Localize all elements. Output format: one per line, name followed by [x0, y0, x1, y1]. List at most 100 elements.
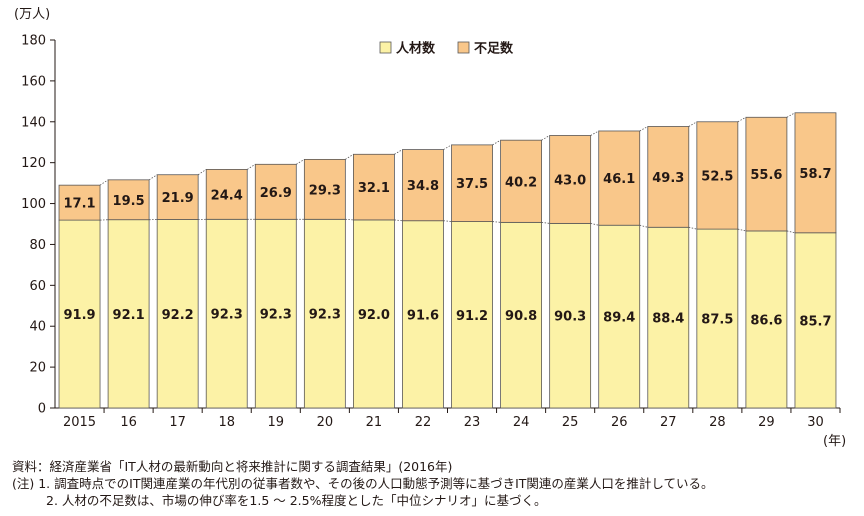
connector-fusoku: [247, 163, 256, 170]
connector-fusoku: [541, 135, 550, 141]
bar-fusoku: [58, 184, 101, 221]
x-tick-label: 30: [807, 415, 824, 430]
bar-fusoku: [549, 135, 592, 224]
connector-fusoku: [639, 126, 648, 132]
bar-label-jinzai: 92.3: [309, 308, 341, 323]
bar-fusoku: [500, 139, 542, 223]
x-tick-label: 20: [317, 415, 334, 430]
bar-fusoku: [254, 163, 297, 220]
connector-fusoku: [394, 149, 403, 155]
bar-label-fusoku: 29.3: [309, 183, 341, 198]
x-tick-label: 29: [758, 415, 775, 430]
bar-label-jinzai: 90.8: [505, 309, 537, 324]
bar-label-fusoku: 37.5: [456, 177, 488, 192]
bar-fusoku: [794, 112, 837, 234]
connector-fusoku: [737, 116, 747, 123]
connector-fusoku: [148, 174, 158, 181]
bar-label-fusoku: 43.0: [554, 173, 586, 188]
legend-label-jinzai: 人材数: [396, 41, 436, 57]
connector-fusoku: [688, 121, 698, 127]
note-1: (注) 1. 調査時点でのIT関連産業の年代別の従事者数や、その後の人口動態予測…: [12, 476, 714, 491]
bar-label-fusoku: 19.5: [113, 194, 145, 209]
bar-label-jinzai: 92.3: [211, 308, 243, 323]
bar-label-fusoku: 52.5: [701, 169, 733, 184]
bar-label-jinzai: 92.3: [260, 308, 292, 323]
bar-fusoku: [451, 144, 493, 222]
x-tick-label: 18: [218, 415, 235, 430]
bar-jinzai: [156, 219, 199, 409]
bar-label-fusoku: 58.7: [799, 167, 831, 182]
bar-fusoku: [303, 158, 346, 220]
bar-label-jinzai: 92.0: [358, 308, 390, 323]
x-tick-label: 19: [268, 415, 285, 430]
y-tick-label: 60: [29, 279, 46, 294]
bar-jinzai: [451, 221, 493, 409]
connector-fusoku: [296, 159, 305, 165]
y-tick-label: 80: [29, 238, 46, 253]
x-tick-label: 27: [660, 415, 677, 430]
x-unit-label: (年): [823, 434, 846, 449]
connector-jinzai: [639, 224, 648, 228]
connector-jinzai: [541, 221, 550, 224]
source-note: 資料：経済産業省「IT人材の最新動向と将来推計に関する調査結果」(2016年): [12, 459, 453, 474]
notes: 資料：経済産業省「IT人材の最新動向と将来推計に関する調査結果」(2016年) …: [12, 458, 714, 509]
bar-fusoku: [745, 116, 788, 232]
connector-fusoku: [492, 139, 501, 146]
bar-fusoku: [402, 149, 444, 222]
y-tick-label: 20: [29, 361, 46, 376]
x-tick-label: 22: [415, 415, 432, 430]
bar-label-jinzai: 87.5: [701, 313, 733, 328]
bar-label-jinzai: 92.2: [162, 308, 194, 323]
bar-label-fusoku: 55.6: [750, 168, 782, 183]
bar-label-jinzai: 92.1: [113, 308, 145, 323]
bar-fusoku: [598, 130, 641, 226]
bar-jinzai: [647, 226, 690, 409]
y-tick-label: 100: [21, 197, 46, 212]
legend-swatch-jinzai: [379, 41, 392, 54]
x-tick-label: 26: [611, 415, 628, 430]
connector-jinzai: [688, 226, 697, 230]
bar-label-fusoku: 49.3: [652, 171, 684, 186]
connector-jinzai: [786, 230, 796, 234]
bar-label-jinzai: 86.6: [750, 313, 782, 328]
connector-jinzai: [737, 228, 746, 232]
connector-jinzai: [345, 218, 354, 221]
bar-jinzai: [353, 219, 395, 409]
bar-fusoku: [156, 174, 199, 220]
y-unit-label: (万人): [14, 7, 50, 22]
bar-label-fusoku: 40.2: [505, 175, 537, 190]
bar-jinzai: [549, 222, 592, 409]
connector-fusoku: [197, 169, 207, 176]
bar-label-fusoku: 17.1: [63, 197, 95, 212]
connector-jinzai: [492, 221, 501, 223]
connector-fusoku: [99, 179, 109, 186]
bar-jinzai: [598, 224, 641, 409]
y-tick-label: 40: [29, 320, 46, 335]
connector-jinzai: [394, 219, 403, 222]
y-tick-label: 180: [21, 34, 46, 49]
connector-fusoku: [786, 112, 796, 118]
legend-label-fusoku: 不足数: [474, 41, 514, 57]
legend-swatch-fusoku: [457, 41, 470, 54]
x-tick-label: 28: [709, 415, 726, 430]
x-tick-label: 21: [366, 415, 383, 430]
bar-label-fusoku: 32.1: [358, 181, 390, 196]
bar-label-jinzai: 91.2: [456, 309, 488, 324]
bar-jinzai: [58, 219, 101, 409]
bar-fusoku: [647, 126, 690, 228]
bar-label-fusoku: 24.4: [211, 188, 243, 203]
bar-fusoku: [107, 179, 150, 221]
y-tick-label: 140: [21, 115, 46, 130]
x-tick-label: 25: [562, 415, 579, 430]
y-tick-label: 0: [38, 402, 46, 417]
bar-label-jinzai: 91.9: [63, 308, 95, 323]
bar-label-fusoku: 26.9: [260, 186, 292, 201]
bar-label-jinzai: 91.6: [407, 308, 439, 323]
connector-fusoku: [443, 144, 452, 150]
y-tick-label: 120: [21, 156, 46, 171]
bar-jinzai: [254, 218, 297, 409]
bar-label-jinzai: 90.3: [554, 310, 586, 325]
bar-fusoku: [353, 153, 395, 221]
